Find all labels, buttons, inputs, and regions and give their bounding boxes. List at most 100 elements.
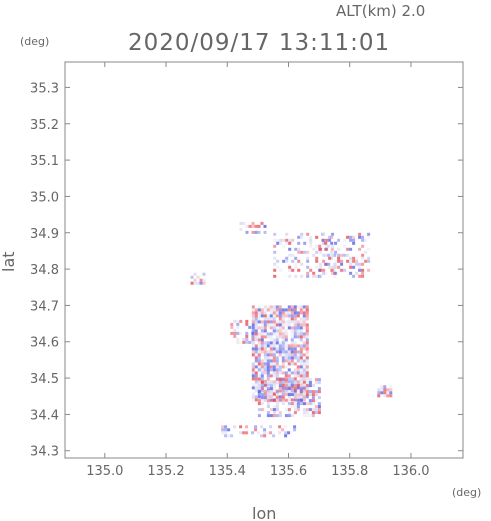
data-cell [251,395,255,399]
data-cell [284,399,288,403]
data-cell [266,378,270,382]
data-cell [314,411,318,415]
data-cell [269,362,273,366]
data-cell [263,356,267,360]
data-cell [260,377,264,381]
y-tick-label: 35.3 [30,81,59,96]
data-cell [314,393,318,397]
data-cell [272,347,276,351]
data-cell [337,238,341,242]
data-cell [224,428,228,432]
data-cell [236,337,240,341]
data-cell [296,396,300,400]
data-cell [317,378,321,382]
data-cell [287,317,291,321]
data-cell [285,232,289,236]
data-cell [275,344,279,348]
data-cell [254,332,258,336]
data-cell [290,329,294,333]
data-cell [284,314,288,318]
data-cell [196,281,200,285]
data-cell [293,398,297,402]
data-cell [251,350,255,354]
data-cell [291,259,295,263]
data-cell [349,247,353,251]
data-cell [299,332,303,336]
data-cell [278,392,282,396]
data-cell [272,411,276,415]
data-cell [269,311,273,315]
data-cell [285,256,289,260]
data-cell [254,353,258,357]
data-cell [266,332,270,336]
data-cell [293,353,297,357]
data-cell [251,341,255,345]
data-cell [306,271,310,275]
data-cell [266,399,270,403]
data-cell [257,311,261,315]
data-cell [337,259,341,263]
data-cell [290,317,294,321]
data-cell [284,323,288,327]
plot-frame [64,61,464,459]
data-cell [269,314,273,318]
data-cell [290,305,294,309]
data-cell [257,347,261,351]
data-cell [284,365,288,369]
data-cell [287,380,291,384]
data-cell [272,323,276,327]
data-cell [287,362,291,366]
data-cell [302,371,306,375]
data-cell [278,380,282,384]
data-cell [305,387,309,391]
data-cell [263,320,267,324]
data-cell [314,399,318,403]
data-cell [305,411,309,415]
data-cell [266,405,270,409]
data-cell [257,344,261,348]
data-cell [275,374,279,378]
data-cell [291,253,295,257]
data-cell [254,359,258,363]
data-cell [260,308,264,312]
x-axis-label: lon [252,504,276,521]
data-cell [284,390,288,394]
data-cell [302,380,306,384]
data-cell [296,314,300,318]
data-cell [296,368,300,372]
data-cell [284,378,288,382]
data-cell [302,305,306,309]
data-cell [281,308,285,312]
data-cell [287,389,291,393]
data-cell [260,434,264,438]
data-cell [299,323,303,327]
data-cell [361,235,365,239]
data-cell [340,262,344,266]
data-cell [275,311,279,315]
data-cell [302,362,306,366]
data-cell [296,386,300,390]
data-cell [305,356,309,360]
data-cell [346,253,350,257]
data-cell [299,356,303,360]
data-cell [293,377,297,381]
data-cell [296,344,300,348]
data-cell [260,335,264,339]
data-cell [233,425,237,429]
data-cell [287,399,291,403]
data-cell [263,371,267,375]
data-cell [302,386,306,390]
data-cell [279,268,283,272]
data-cell [349,271,353,275]
data-cell [383,385,387,389]
data-cell [260,332,264,336]
data-cell [319,247,323,251]
data-cell [389,385,393,389]
data-cell [263,434,267,438]
data-cell [311,396,315,400]
data-cell [346,259,350,263]
data-cell [257,350,261,354]
data-cell [275,347,279,351]
data-cell [254,365,258,369]
data-cell [281,362,285,366]
